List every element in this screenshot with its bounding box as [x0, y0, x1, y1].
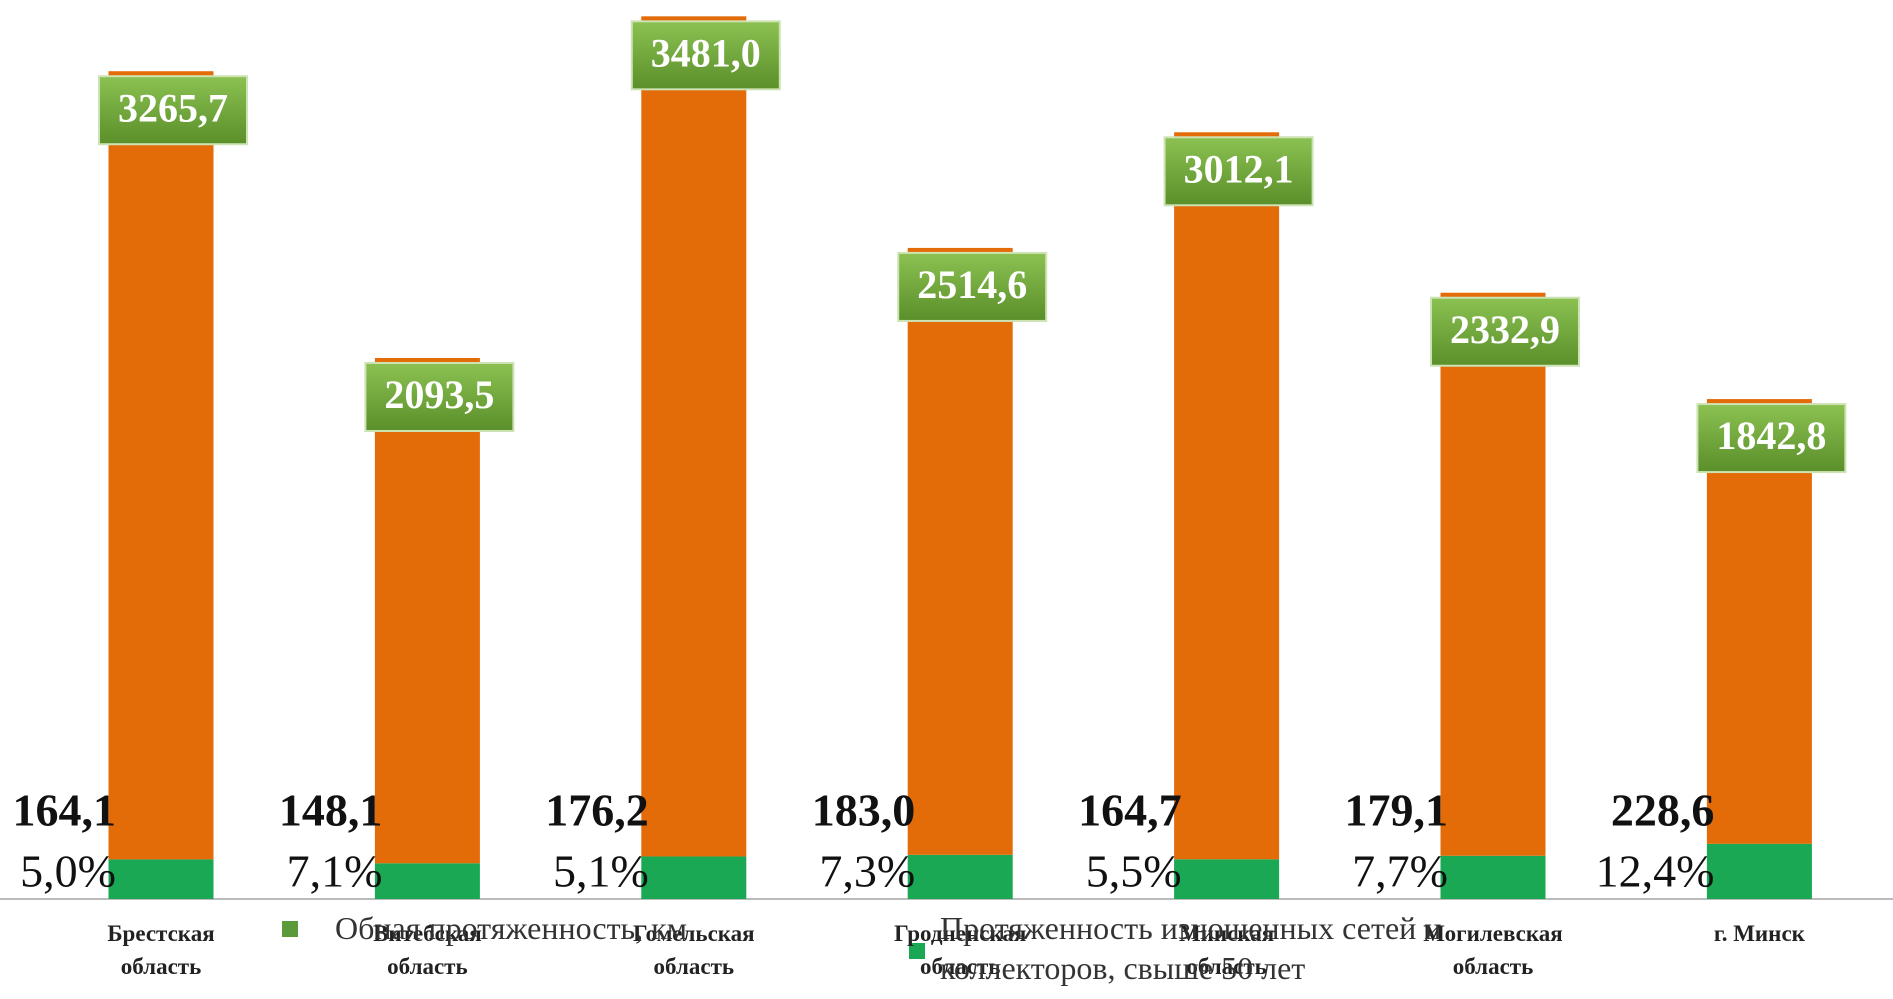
bar-segment — [641, 16, 747, 857]
data-label: 3481,0 — [651, 31, 761, 76]
data-label: 3265,7 — [118, 85, 228, 130]
data-label-box — [364, 361, 515, 432]
data-label: 2332,9 — [1450, 307, 1560, 352]
data-label-box — [98, 75, 248, 146]
bar-segment — [1706, 843, 1812, 899]
bar-segment — [374, 357, 480, 864]
share-label: 5,5% — [1086, 846, 1182, 897]
data-label: 164,1 — [13, 785, 117, 836]
data-label-box — [1696, 403, 1847, 474]
share-label: 5,0% — [20, 846, 116, 897]
share-label: 7,3% — [819, 846, 915, 897]
data-label: 183,0 — [812, 785, 916, 836]
legend-marker — [909, 943, 925, 959]
data-label: 228,6 — [1611, 785, 1715, 836]
share-label: 5,1% — [553, 846, 649, 897]
x-tick-label: Могилевская область — [1423, 921, 1563, 979]
data-label: 2514,6 — [917, 262, 1027, 307]
bar-segment — [641, 856, 747, 899]
share-label: 7,7% — [1352, 846, 1448, 897]
x-tick-label: Брестская область — [107, 921, 215, 979]
x-tick-label: Гродненская область — [894, 921, 1027, 979]
x-tick-label: Витебская область — [373, 921, 482, 979]
legend-label: Обная протяженность, км — [335, 910, 687, 946]
data-label: 148,1 — [279, 785, 383, 836]
share-label: 7,1% — [287, 846, 383, 897]
data-label-box — [897, 251, 1048, 322]
bar-segment — [1440, 855, 1546, 899]
legend-label: Протяженность изношенных сетей и коллект… — [940, 910, 1442, 986]
x-tick-label: Минская область — [1178, 921, 1275, 979]
bar-segment — [108, 859, 214, 899]
legend-marker — [282, 921, 298, 937]
share-label: 12,4% — [1596, 846, 1715, 897]
bar-segment — [108, 71, 214, 860]
data-label: 3012,1 — [1184, 146, 1294, 191]
x-tick-label: Гомельская область — [632, 921, 755, 979]
bar-segment — [1440, 292, 1546, 856]
bar-segment — [907, 247, 1013, 855]
bar-segment — [1706, 399, 1812, 844]
data-label-box — [1430, 296, 1580, 367]
bar-segment — [1174, 859, 1280, 899]
bar-segment — [1174, 132, 1280, 860]
x-tick-label: г. Минск — [1713, 921, 1805, 946]
bar-segment — [374, 863, 480, 899]
data-label-box — [1163, 136, 1314, 207]
data-label: 2093,5 — [384, 372, 494, 417]
bar-segment — [907, 854, 1013, 899]
data-label-box — [630, 20, 781, 91]
data-label: 176,2 — [545, 785, 649, 836]
data-label: 1842,8 — [1716, 413, 1826, 458]
data-label: 179,1 — [1345, 785, 1449, 836]
data-label: 164,7 — [1078, 785, 1182, 836]
